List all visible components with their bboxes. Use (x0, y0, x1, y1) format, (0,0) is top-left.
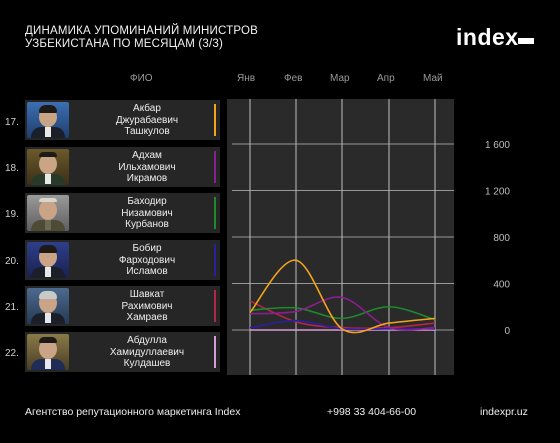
month-label-jan: Янв (237, 73, 256, 84)
person-name: Бобир Фарходович Исламов (118, 243, 176, 277)
person-photo (27, 102, 69, 138)
series-color-mark (214, 197, 216, 229)
title-line-2: УЗБЕКИСТАНА ПО МЕСЯЦАМ (3/3) (25, 38, 224, 50)
series-color-mark (214, 151, 216, 183)
month-label-mar: Мар (330, 73, 350, 84)
month-label-feb: Фев (284, 73, 303, 84)
footer-phone: +998 33 404-66-00 (327, 406, 417, 418)
month-label-apr: Апр (377, 73, 395, 84)
series-color-mark (214, 336, 216, 368)
y-tick-label: 800 (493, 233, 510, 244)
person-photo (27, 288, 69, 324)
series-line (249, 300, 436, 330)
person-card: Акбар Джурабаевич Ташкулов (25, 100, 220, 140)
series-line (249, 259, 436, 334)
chart-title: ДИНАМИКА УПОМИНАНИЙ МИНИСТРОВ УЗБЕКИСТАН… (25, 25, 258, 51)
person-card: Абдулла Хамидуллаевич Кулдашев (25, 332, 220, 372)
person-card: Адхам Ильхамович Икрамов (25, 147, 220, 187)
row-number: 20. (5, 256, 19, 267)
series-line (249, 296, 436, 331)
row-number: 18. (5, 163, 19, 174)
title-line-1: ДИНАМИКА УПОМИНАНИЙ МИНИСТРОВ (25, 25, 259, 37)
person-card: Бобир Фарходович Исламов (25, 240, 220, 280)
series-line (249, 305, 436, 321)
person-photo (27, 334, 69, 370)
y-tick-label: 1 200 (485, 187, 510, 198)
y-tick-label: 0 (504, 326, 510, 337)
y-tick-label: 1 600 (485, 140, 510, 151)
series-color-mark (214, 290, 216, 322)
row-number: 21. (5, 302, 19, 313)
person-name: Шавкат Рахимович Хамраев (121, 289, 173, 323)
row-number: 17. (5, 117, 19, 128)
logo-bar (518, 38, 534, 44)
person-card: Баходир Низамович Курбанов (25, 193, 220, 233)
index-logo: index (456, 24, 519, 50)
y-tick-label: 400 (493, 280, 510, 291)
person-name: Абдулла Хамидуллаевич Кулдашев (109, 335, 185, 369)
person-photo (27, 242, 69, 278)
person-name: Баходир Низамович Курбанов (121, 196, 173, 230)
series-color-mark (214, 244, 216, 276)
month-label-may: Май (423, 73, 443, 84)
row-number: 22. (5, 348, 19, 359)
row-number: 19. (5, 209, 19, 220)
person-photo (27, 149, 69, 185)
person-photo (27, 195, 69, 231)
series-color-mark (214, 104, 216, 136)
person-name: Акбар Джурабаевич Ташкулов (115, 103, 179, 137)
footer-agency: Агентство репутационного маркетинга Inde… (25, 406, 241, 418)
footer-site: indexpr.uz (480, 406, 528, 418)
fio-header: ФИО (130, 73, 153, 84)
person-name: Адхам Ильхамович Икрамов (118, 150, 176, 184)
person-card: Шавкат Рахимович Хамраев (25, 286, 220, 326)
